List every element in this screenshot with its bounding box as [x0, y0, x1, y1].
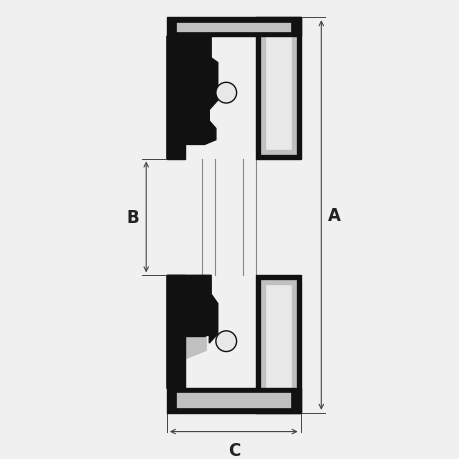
Text: A: A — [327, 207, 340, 224]
Polygon shape — [256, 276, 300, 413]
Polygon shape — [171, 391, 295, 409]
Polygon shape — [261, 23, 295, 155]
Text: B: B — [127, 208, 140, 226]
Polygon shape — [265, 285, 291, 403]
Polygon shape — [169, 41, 206, 142]
Text: C: C — [227, 441, 240, 459]
Polygon shape — [167, 276, 185, 388]
Polygon shape — [185, 59, 204, 110]
Polygon shape — [167, 34, 300, 37]
Circle shape — [215, 83, 236, 104]
Polygon shape — [167, 37, 185, 159]
Circle shape — [215, 331, 236, 352]
Polygon shape — [167, 388, 176, 413]
Polygon shape — [291, 388, 300, 413]
Polygon shape — [167, 276, 217, 388]
Polygon shape — [167, 37, 217, 159]
Polygon shape — [265, 28, 291, 150]
Polygon shape — [167, 408, 300, 413]
Polygon shape — [167, 18, 300, 23]
Polygon shape — [167, 388, 300, 413]
Polygon shape — [185, 299, 204, 358]
Polygon shape — [261, 280, 295, 408]
Polygon shape — [256, 18, 300, 159]
Polygon shape — [167, 18, 176, 37]
Polygon shape — [171, 22, 295, 34]
Polygon shape — [167, 388, 300, 392]
Polygon shape — [167, 18, 300, 37]
Polygon shape — [169, 280, 206, 360]
Polygon shape — [291, 18, 300, 37]
